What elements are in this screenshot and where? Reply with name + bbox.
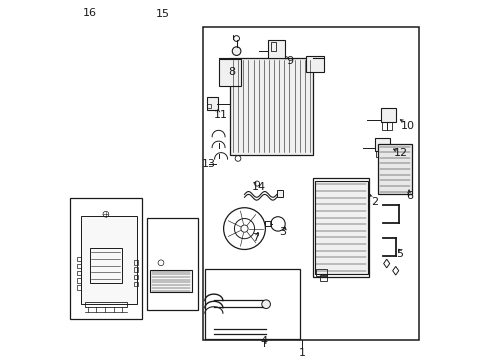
- Bar: [380, 150, 387, 158]
- Text: 12: 12: [393, 148, 407, 158]
- Circle shape: [232, 47, 241, 55]
- Bar: [89, 248, 122, 283]
- Bar: [267, 40, 285, 58]
- Bar: [77, 278, 81, 283]
- Bar: [206, 104, 211, 108]
- Bar: [219, 59, 241, 86]
- Bar: [206, 97, 217, 110]
- Bar: [204, 269, 300, 339]
- Text: 4: 4: [260, 336, 267, 346]
- Text: 3: 3: [278, 227, 285, 237]
- Bar: [305, 56, 323, 72]
- Bar: [276, 190, 283, 197]
- Bar: [85, 302, 126, 307]
- Bar: [203, 27, 418, 340]
- Text: 2: 2: [370, 197, 378, 207]
- Bar: [381, 108, 396, 122]
- Bar: [320, 275, 326, 281]
- Text: 11: 11: [214, 110, 227, 120]
- Bar: [230, 58, 312, 155]
- Bar: [374, 138, 389, 151]
- Bar: [147, 218, 197, 310]
- Text: 6: 6: [406, 191, 413, 201]
- Text: 1: 1: [298, 348, 305, 358]
- Text: 14: 14: [251, 182, 265, 192]
- Text: 10: 10: [401, 121, 414, 131]
- Text: 13: 13: [201, 159, 215, 169]
- Bar: [70, 198, 142, 319]
- Bar: [314, 181, 367, 274]
- Bar: [265, 221, 270, 226]
- Bar: [77, 257, 81, 261]
- Bar: [81, 216, 136, 304]
- Bar: [150, 270, 191, 292]
- Bar: [316, 269, 326, 276]
- Bar: [386, 122, 391, 130]
- Bar: [270, 42, 276, 51]
- Text: 7: 7: [251, 233, 258, 243]
- Bar: [377, 144, 411, 194]
- Bar: [77, 271, 81, 275]
- Bar: [375, 151, 380, 157]
- Bar: [134, 267, 138, 272]
- Bar: [77, 285, 81, 290]
- Circle shape: [261, 300, 270, 309]
- Text: 16: 16: [82, 8, 97, 18]
- Bar: [312, 178, 368, 277]
- Text: 15: 15: [155, 9, 169, 19]
- Text: 9: 9: [285, 56, 292, 66]
- Text: 8: 8: [228, 67, 235, 77]
- Bar: [134, 282, 138, 286]
- Bar: [134, 260, 138, 265]
- Bar: [134, 275, 138, 279]
- Bar: [381, 122, 386, 130]
- Text: 5: 5: [395, 249, 402, 259]
- Bar: [77, 264, 81, 268]
